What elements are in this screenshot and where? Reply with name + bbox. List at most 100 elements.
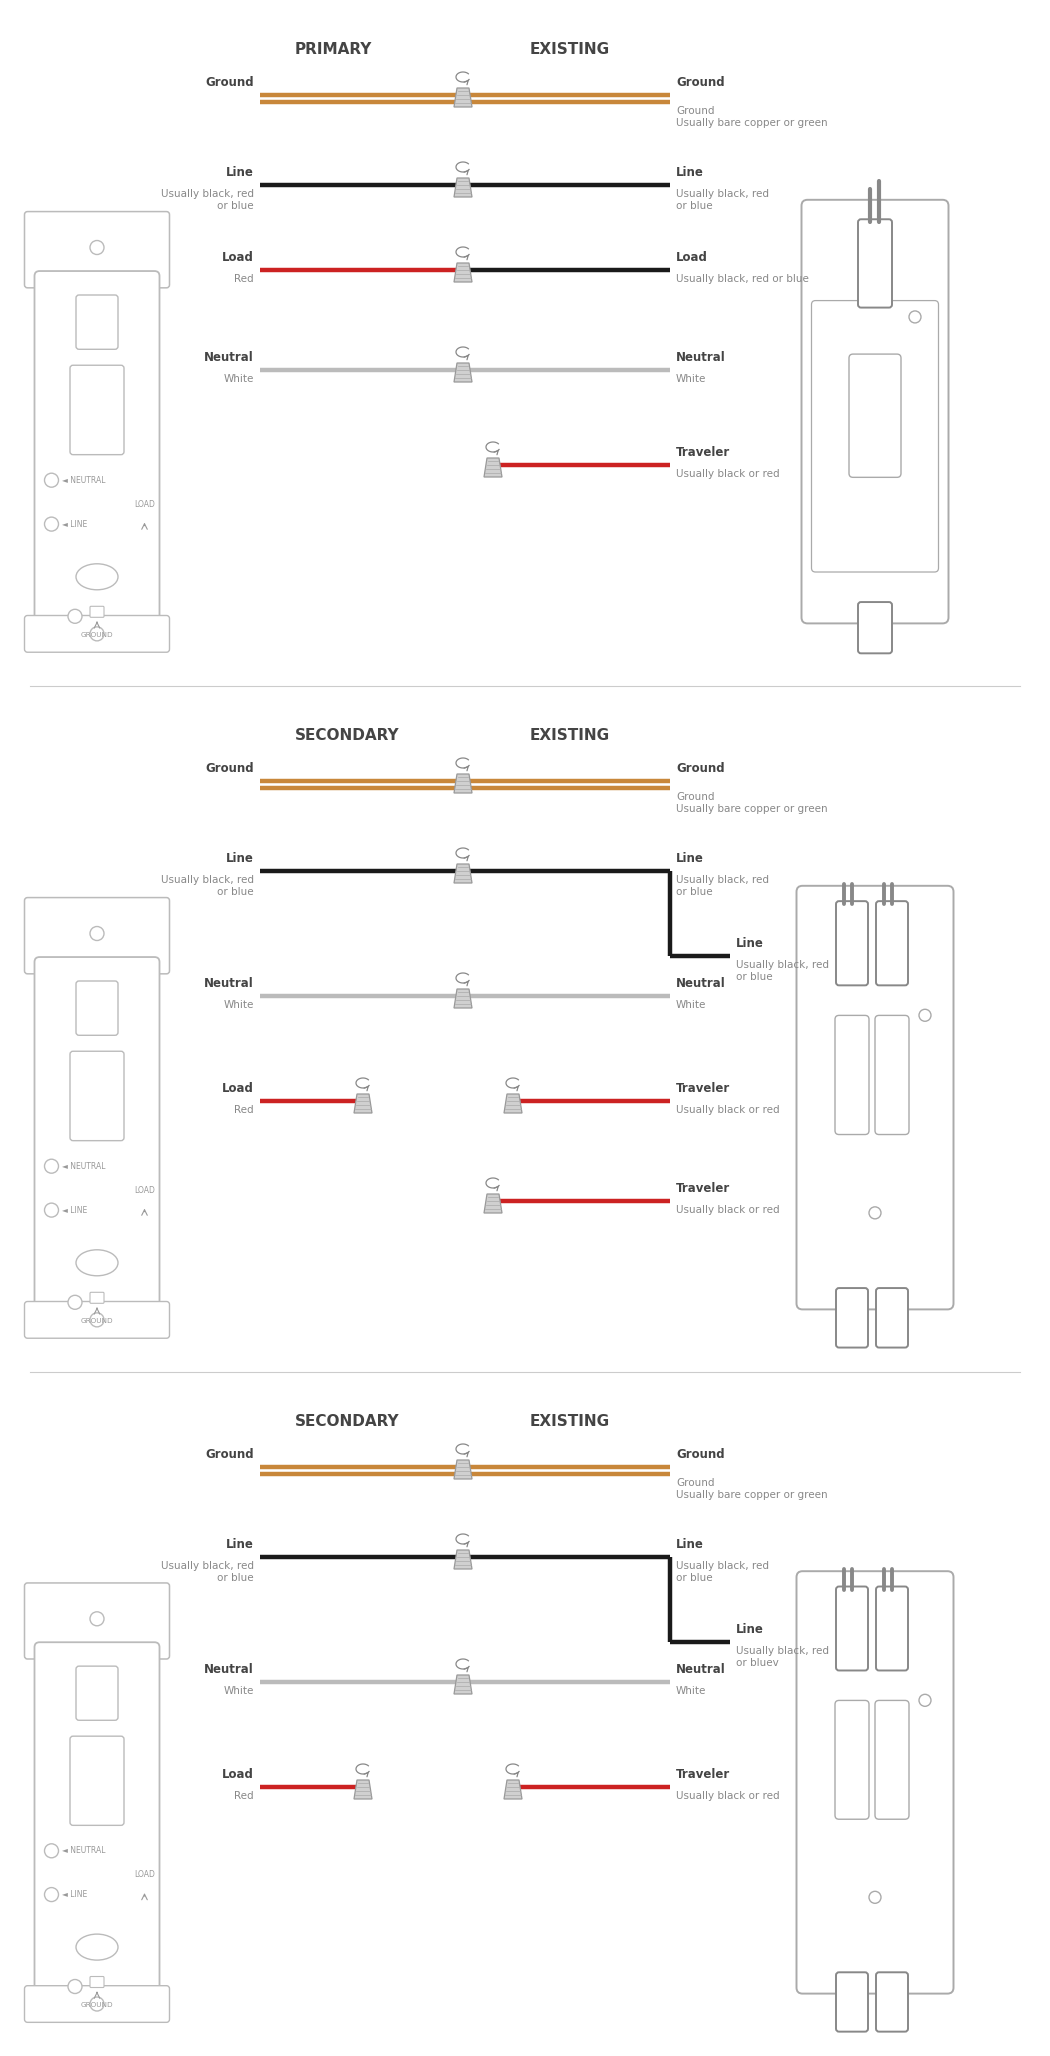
FancyBboxPatch shape <box>24 1583 169 1659</box>
FancyBboxPatch shape <box>875 1700 909 1820</box>
Circle shape <box>68 609 82 623</box>
Polygon shape <box>454 989 473 1007</box>
Text: ◄ LINE: ◄ LINE <box>62 520 87 528</box>
Text: Red: Red <box>234 1104 254 1114</box>
Text: Traveler: Traveler <box>676 1768 730 1780</box>
Circle shape <box>909 310 921 323</box>
Polygon shape <box>454 364 473 382</box>
FancyBboxPatch shape <box>70 1051 124 1141</box>
Text: SECONDARY: SECONDARY <box>295 1415 400 1429</box>
Text: Ground: Ground <box>206 1447 254 1462</box>
Text: EXISTING: EXISTING <box>530 43 610 58</box>
Polygon shape <box>504 1094 522 1112</box>
Ellipse shape <box>76 1250 118 1277</box>
FancyBboxPatch shape <box>76 294 118 350</box>
Text: Load: Load <box>223 1081 254 1096</box>
Ellipse shape <box>76 1935 118 1959</box>
FancyBboxPatch shape <box>876 1287 908 1347</box>
FancyBboxPatch shape <box>76 981 118 1036</box>
Text: Usually black, red
or blue: Usually black, red or blue <box>676 189 769 210</box>
Text: EXISTING: EXISTING <box>530 728 610 744</box>
Polygon shape <box>484 1195 502 1213</box>
FancyBboxPatch shape <box>90 1293 104 1304</box>
Circle shape <box>869 1892 881 1904</box>
Polygon shape <box>454 1550 473 1569</box>
Text: Usually black or red: Usually black or red <box>676 469 779 479</box>
Text: Usually black, red
or blue: Usually black, red or blue <box>676 1561 769 1583</box>
Text: Line: Line <box>676 167 704 179</box>
Text: White: White <box>224 999 254 1009</box>
Circle shape <box>44 1203 59 1217</box>
FancyBboxPatch shape <box>801 199 948 623</box>
Polygon shape <box>354 1780 372 1799</box>
Circle shape <box>44 1160 59 1174</box>
Polygon shape <box>454 263 473 282</box>
Text: Traveler: Traveler <box>676 446 730 458</box>
Text: Usually black, red
or blue: Usually black, red or blue <box>736 960 830 981</box>
Text: Ground: Ground <box>676 76 724 88</box>
Text: Usually black or red: Usually black or red <box>676 1104 779 1114</box>
Circle shape <box>919 1009 931 1022</box>
Text: White: White <box>676 374 707 384</box>
Text: Neutral: Neutral <box>205 977 254 991</box>
Circle shape <box>68 1295 82 1310</box>
Circle shape <box>90 927 104 940</box>
Text: LOAD: LOAD <box>134 1186 155 1195</box>
Text: Load: Load <box>223 1768 254 1780</box>
Circle shape <box>919 1694 931 1706</box>
FancyBboxPatch shape <box>876 1587 908 1669</box>
FancyBboxPatch shape <box>836 1587 868 1669</box>
Polygon shape <box>454 88 473 107</box>
FancyBboxPatch shape <box>835 1700 869 1820</box>
Polygon shape <box>354 1094 372 1112</box>
FancyBboxPatch shape <box>858 220 892 308</box>
Text: Line: Line <box>736 1622 764 1637</box>
Text: Usually black, red
or blue: Usually black, red or blue <box>676 876 769 896</box>
FancyBboxPatch shape <box>24 898 169 975</box>
Text: Line: Line <box>226 1538 254 1550</box>
Text: Ground: Ground <box>206 763 254 775</box>
Text: Line: Line <box>736 938 764 950</box>
FancyBboxPatch shape <box>836 901 868 985</box>
Text: PRIMARY: PRIMARY <box>295 43 373 58</box>
FancyBboxPatch shape <box>90 1976 104 1988</box>
FancyBboxPatch shape <box>24 615 169 652</box>
Text: Line: Line <box>676 1538 704 1550</box>
FancyBboxPatch shape <box>24 1986 169 2023</box>
Text: SECONDARY: SECONDARY <box>295 728 400 744</box>
Circle shape <box>44 473 59 487</box>
FancyBboxPatch shape <box>35 1643 160 2003</box>
Ellipse shape <box>76 563 118 590</box>
Text: Load: Load <box>223 251 254 263</box>
FancyBboxPatch shape <box>836 1972 868 2031</box>
FancyBboxPatch shape <box>836 1287 868 1347</box>
Circle shape <box>90 1612 104 1626</box>
Text: ◄ NEUTRAL: ◄ NEUTRAL <box>62 475 105 485</box>
Text: LOAD: LOAD <box>134 1871 155 1879</box>
Text: Ground: Ground <box>676 1447 724 1462</box>
Circle shape <box>44 1887 59 1902</box>
FancyBboxPatch shape <box>35 271 160 633</box>
Text: Usually black, red
or blue: Usually black, red or blue <box>161 189 254 210</box>
FancyBboxPatch shape <box>24 212 169 288</box>
Polygon shape <box>454 864 473 882</box>
FancyBboxPatch shape <box>90 607 104 617</box>
FancyBboxPatch shape <box>858 602 892 654</box>
FancyBboxPatch shape <box>812 300 939 572</box>
Polygon shape <box>454 179 473 197</box>
Text: Usually black, red
or bluev: Usually black, red or bluev <box>736 1647 830 1667</box>
Text: Ground
Usually bare copper or green: Ground Usually bare copper or green <box>676 1478 827 1499</box>
FancyBboxPatch shape <box>875 1016 909 1135</box>
Circle shape <box>90 241 104 255</box>
FancyBboxPatch shape <box>70 1735 124 1826</box>
Text: GROUND: GROUND <box>81 631 113 637</box>
Polygon shape <box>454 1460 473 1478</box>
Circle shape <box>44 518 59 530</box>
FancyBboxPatch shape <box>849 354 901 477</box>
Text: Neutral: Neutral <box>676 352 726 364</box>
FancyBboxPatch shape <box>876 901 908 985</box>
Circle shape <box>68 1980 82 1994</box>
Circle shape <box>90 1996 104 2011</box>
Text: Ground: Ground <box>676 763 724 775</box>
Text: White: White <box>224 1686 254 1696</box>
